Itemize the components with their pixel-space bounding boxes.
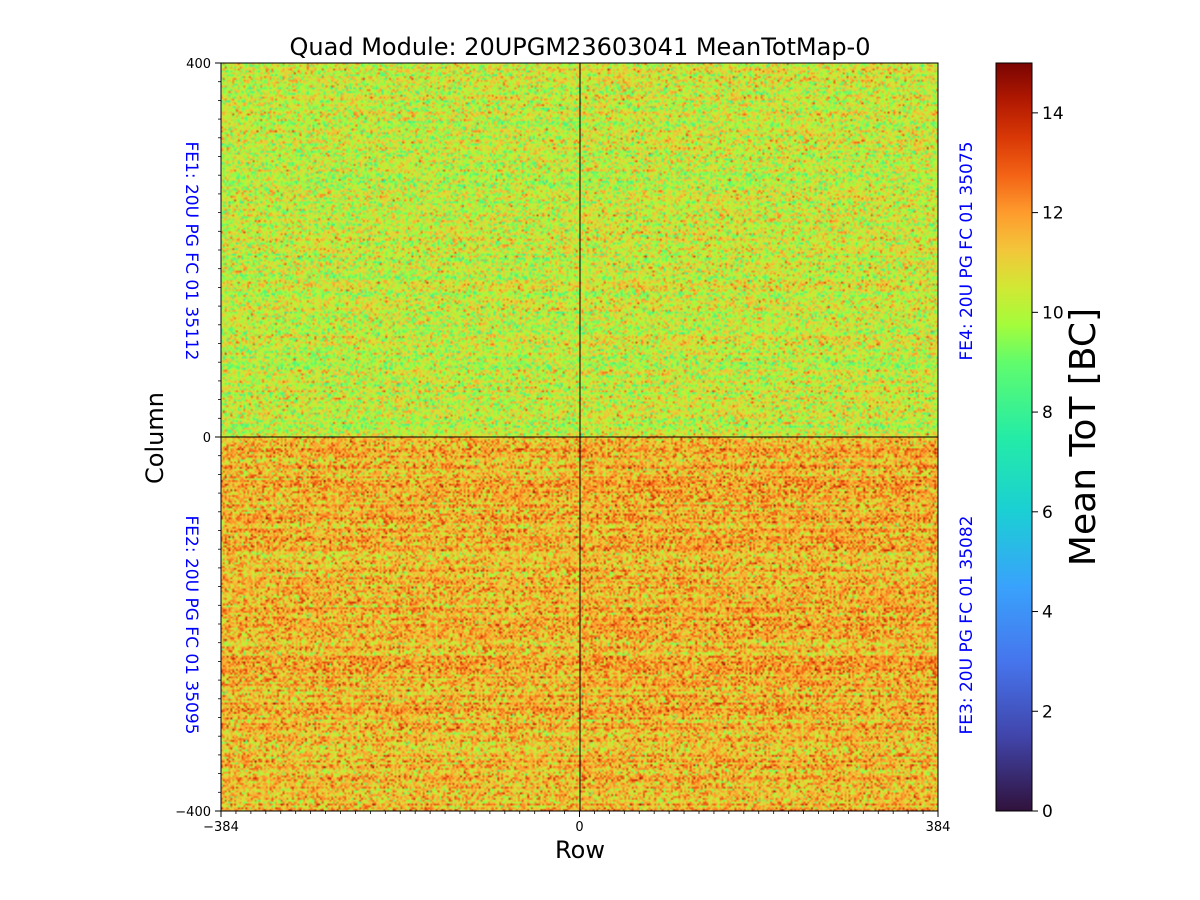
fe1-label: FE1: 20U PG FC 01 35112: [181, 142, 201, 361]
y-tick-label: 400: [186, 57, 211, 72]
colorbar-tick-label: 12: [1042, 204, 1064, 224]
x-tick-label: 384: [926, 820, 951, 835]
fe2-label: FE2: 20U PG FC 01 35095: [181, 516, 201, 735]
colorbar-tick-label: 4: [1042, 603, 1053, 623]
fe4-label: FE4: 20U PG FC 01 35075: [957, 142, 977, 361]
x-tick-label: 0: [575, 820, 583, 835]
colorbar-ticks: 0 2 4 6 8 10 12 14: [1032, 104, 1064, 822]
colorbar-tick-label: 6: [1042, 503, 1053, 523]
chart-title: Quad Module: 20UPGM23603041 MeanTotMap-0: [290, 33, 871, 61]
colorbar-tick-label: 2: [1042, 702, 1053, 722]
y-tick-label: −400: [175, 805, 211, 820]
fe3-label: FE3: 20U PG FC 01 35082: [957, 516, 977, 735]
colorbar-label: Mean ToT [BC]: [1063, 308, 1104, 566]
x-tick-label: −384: [203, 820, 239, 835]
colorbar-tick-label: 14: [1042, 104, 1064, 124]
colorbar-tick-label: 8: [1042, 403, 1053, 423]
x-axis-label: Row: [555, 836, 605, 864]
y-axis-label: Column: [141, 392, 169, 484]
y-axis-ticks: 400 0 −400: [175, 57, 221, 820]
colorbar-tick-label: 0: [1042, 802, 1053, 822]
colorbar: [995, 62, 1033, 812]
colorbar-tick-label: 10: [1042, 303, 1064, 323]
y-tick-label: 0: [203, 431, 211, 446]
x-axis-ticks: −384 0 384: [203, 811, 950, 835]
